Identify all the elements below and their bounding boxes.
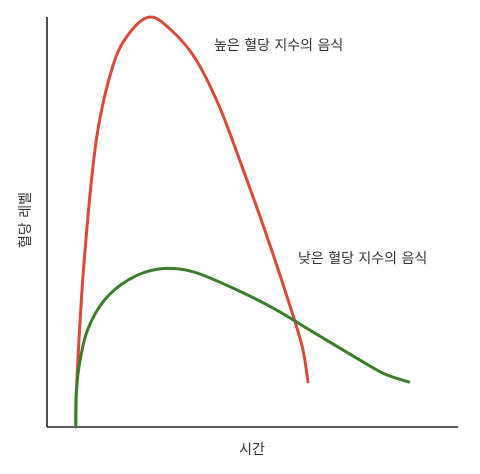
high-gi-annotation: 높은 혈당 지수의 음식 [214,38,343,54]
low-gi-annotation: 낮은 혈당 지수의 음식 [298,251,427,267]
x-axis-label: 시간 [239,442,265,458]
y-axis-label: 혈당 레벨 [18,192,34,248]
low-gi-line [74,266,411,429]
high-gi-line [74,15,310,429]
plot-area: 높은 혈당 지수의 음식 낮은 혈당 지수의 음식 시간 혈당 레벨 [18,15,458,458]
